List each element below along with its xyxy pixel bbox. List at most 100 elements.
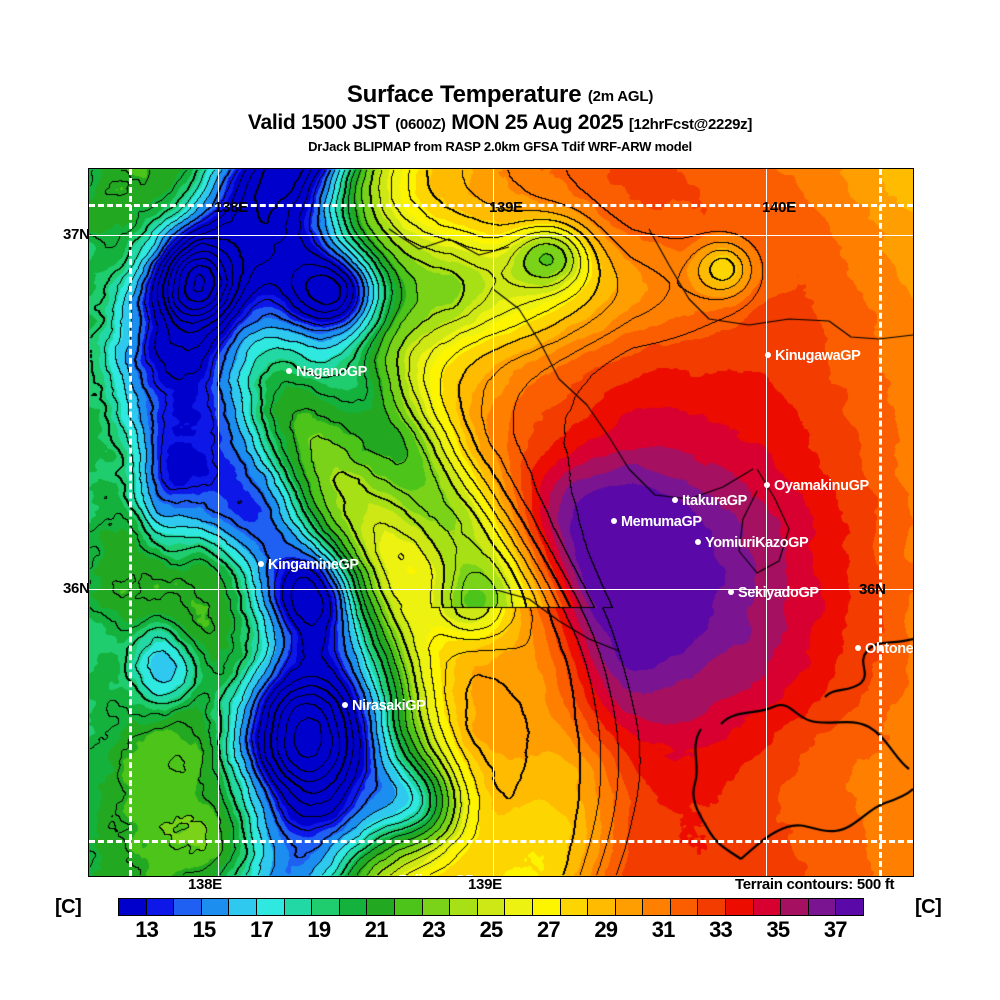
station-label: MemumaGP [621,514,702,530]
map-grid-label: 139E [489,199,523,216]
colorbar-segment [146,899,175,915]
map-grid-label: 36N [859,581,886,598]
colorbar-tick: 37 [823,917,848,942]
colorbar[interactable]: [C] [C] 13 15 17 19 21 23 25 27 29 31 33 35 37 [0,893,1000,943]
colorbar-segment [422,899,451,915]
station-marker-icon [286,368,292,374]
colorbar-segment [643,899,671,915]
colorbar-segment [698,899,727,915]
colorbar-segment [367,899,395,915]
colorbar-segment [339,899,368,915]
station-kinugawagp[interactable]: KinugawaGP [765,349,861,363]
colorbar-tick: 13 [135,917,159,942]
station-fujiganegp[interactable]: FujiganeGP [388,873,475,876]
colorbar-tick-labels: 13 15 17 19 21 23 25 27 29 31 33 35 37 [118,917,864,943]
station-marker-icon [728,589,734,595]
station-itakuragp[interactable]: ItakuraGP [672,494,747,508]
latitude-gridline [89,589,913,590]
map-grid-label: 140E [762,199,796,216]
colorbar-segment [284,899,313,915]
page-title: Surface Temperature (2m AGL) [0,82,1000,110]
station-marker-icon [695,539,701,545]
colorbar-segment [808,899,837,915]
station-oyamakinugp[interactable]: OyamakinuGP [764,479,869,493]
colorbar-segment [505,899,533,915]
terrain-contour-note: Terrain contours: 500 ft [735,876,895,893]
longitude-gridline [766,169,767,876]
colorbar-segment [836,899,864,915]
station-marker-icon [342,702,348,708]
colorbar-segment [615,899,644,915]
station-ohtonegp[interactable]: Ohtone [855,642,913,656]
station-marker-icon [765,352,771,358]
colorbar-segment [394,899,423,915]
title-main-text: Surface Temperature [346,81,582,108]
valid-utc-time: (0600Z) [395,116,446,133]
colorbar-tick: 23 [422,917,446,942]
title-level-text: (2m AGL) [587,88,654,105]
station-nirasakigp[interactable]: NirasakiGP [342,698,426,714]
domain-boundary-dashed [89,840,913,843]
station-yomiurikazogp[interactable]: YomiuriKazoGP [695,536,809,550]
colorbar-segment [532,899,561,915]
valid-date: MON 25 Aug 2025 [451,111,624,134]
colorbar-gradient [118,898,864,916]
station-marker-icon [855,645,861,651]
domain-boundary-dashed [129,169,132,876]
colorbar-tick: 25 [479,917,504,942]
station-label: ItakuraGP [682,493,747,509]
station-memumagp[interactable]: MemumaGP [611,515,702,529]
station-label: Ohtone [865,641,914,657]
station-label: SekiyadoGP [738,585,819,601]
colorbar-tick: 17 [250,917,274,942]
title-block: Surface Temperature (2m AGL) Valid 1500 … [0,82,1000,155]
colorbar-segment [477,899,506,915]
lat-36n-left: 36N [63,580,90,597]
colorbar-segment [201,899,230,915]
colorbar-tick: 35 [766,917,790,942]
station-marker-icon [764,482,770,488]
colorbar-segment [256,899,285,915]
colorbar-unit-left: [C] [55,896,82,918]
colorbar-segment [229,899,257,915]
colorbar-tick: 21 [364,917,389,942]
colorbar-tick: 27 [536,917,561,942]
valid-local-time: Valid 1500 JST [247,111,390,134]
map-grid-label: 138E [214,199,248,216]
colorbar-segment [781,899,809,915]
station-marker-icon [672,497,678,503]
lon-139e-bottom: 139E [468,876,502,893]
station-marker-icon [611,518,617,524]
station-label: KingamineGP [268,557,359,573]
colorbar-segment [670,899,699,915]
colorbar-segment [560,899,589,915]
model-credit: DrJack BLIPMAP from RASP 2.0km GFSA Tdif… [308,139,692,154]
colorbar-tick: 29 [594,917,618,942]
colorbar-tick: 31 [651,917,676,942]
station-sekiyadogp[interactable]: SekiyadoGP [728,586,819,600]
longitude-gridline [218,169,219,876]
temperature-map[interactable]: NaganoGP KinugawaGP OyamakinuGP ItakuraGP Me… [88,168,914,877]
domain-boundary-dashed [879,169,882,876]
station-label: FujiganeGP [398,873,475,876]
station-kingaminegp[interactable]: KingamineGP [258,558,359,572]
lon-138e-bottom: 138E [188,876,222,893]
colorbar-tick: 15 [192,917,217,942]
colorbar-segment [588,899,616,915]
colorbar-segment [753,899,782,915]
station-naganogp[interactable]: NaganoGP [286,365,367,379]
colorbar-segment [450,899,478,915]
station-marker-icon [258,561,264,567]
station-label: NirasakiGP [352,698,426,714]
station-label: OyamakinuGP [774,478,869,494]
valid-time-line: Valid 1500 JST (0600Z) MON 25 Aug 2025 [… [0,111,1000,137]
latitude-gridline [89,235,913,236]
colorbar-segment [726,899,754,915]
lat-37n-left: 37N [63,226,90,243]
temperature-raster [89,169,913,876]
colorbar-segment [119,899,147,915]
colorbar-tick: 19 [307,917,331,942]
station-label: NaganoGP [296,364,367,380]
longitude-gridline [493,169,494,876]
colorbar-tick: 33 [709,917,733,942]
